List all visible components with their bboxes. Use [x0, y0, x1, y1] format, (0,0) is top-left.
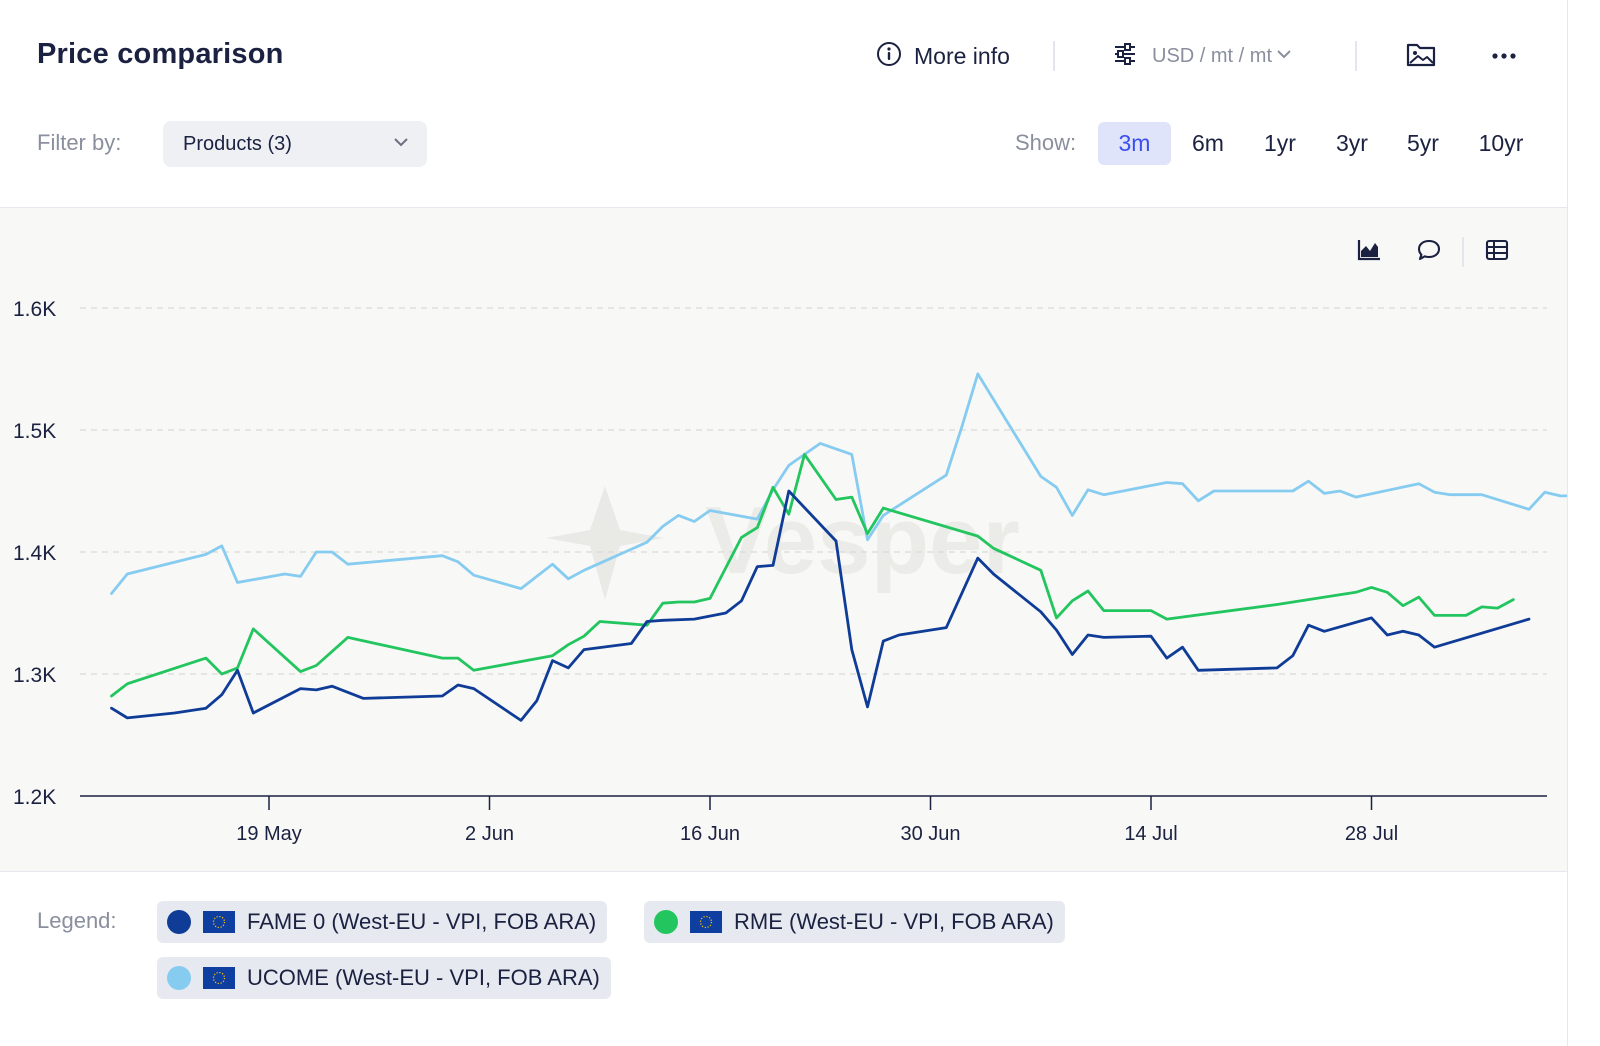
- page-title: Price comparison: [37, 38, 284, 70]
- range-6m-button[interactable]: 6m: [1192, 130, 1224, 156]
- x-tick-label: 28 Jul: [1345, 823, 1398, 845]
- sliders-icon: [1112, 42, 1138, 71]
- eu-flag-icon: [203, 967, 235, 989]
- filter-label: Filter by:: [37, 130, 122, 155]
- range-3yr-button[interactable]: 3yr: [1336, 130, 1368, 156]
- series-color-dot: [167, 910, 191, 934]
- chevron-down-icon: [1276, 47, 1292, 65]
- divider: [1462, 237, 1464, 267]
- chart-area: Vesper 1.2K 1.3K 1.4K 1.5K 1.6K 19 May 2 Jun 1…: [0, 207, 1567, 872]
- table-view-button[interactable]: [1481, 236, 1513, 268]
- range-3m-button[interactable]: 3m: [1098, 122, 1171, 165]
- divider: [1053, 41, 1055, 71]
- more-info-label: More info: [914, 42, 1010, 69]
- more-icon: [1491, 47, 1517, 65]
- units-selector[interactable]: USD / mt / mt: [1112, 38, 1292, 74]
- more-options-button[interactable]: [1486, 38, 1522, 74]
- divider: [1355, 41, 1357, 71]
- y-tick-label: 1.4K: [13, 542, 56, 565]
- series-line-ucome: [110, 372, 1567, 595]
- image-folder-icon: [1406, 41, 1436, 72]
- legend-item-label: FAME 0 (West-EU - VPI, FOB ARA): [247, 909, 597, 934]
- x-tick-label: 2 Jun: [465, 823, 514, 845]
- range-5yr-button[interactable]: 5yr: [1407, 130, 1439, 156]
- chevron-down-icon: [393, 135, 409, 153]
- y-tick-label: 1.6K: [13, 298, 56, 321]
- series-line-fame0: [110, 489, 1531, 722]
- show-label: Show:: [1015, 130, 1077, 155]
- eu-flag-icon: [203, 911, 235, 933]
- legend-item-rme[interactable]: RME (West-EU - VPI, FOB ARA): [644, 901, 1065, 943]
- eu-flag-icon: [690, 911, 722, 933]
- range-10yr-button[interactable]: 10yr: [1478, 130, 1524, 156]
- x-tick-label: 19 May: [236, 823, 302, 845]
- products-filter-dropdown[interactable]: Products (3): [163, 121, 427, 167]
- area-chart-icon: [1356, 238, 1382, 267]
- table-icon: [1484, 238, 1510, 267]
- comments-button[interactable]: [1413, 236, 1445, 268]
- x-tick-label: 16 Jun: [680, 823, 740, 845]
- y-tick-label: 1.5K: [13, 420, 56, 443]
- series-line-rme: [110, 452, 1515, 698]
- x-tick-label: 14 Jul: [1124, 823, 1177, 845]
- comment-icon: [1416, 238, 1442, 267]
- chart-series: [110, 372, 1567, 722]
- legend-label: Legend:: [37, 908, 117, 933]
- info-icon: [876, 41, 902, 72]
- legend-item-fame0[interactable]: FAME 0 (West-EU - VPI, FOB ARA): [157, 901, 608, 943]
- series-color-dot: [654, 910, 678, 934]
- area-chart-view-button[interactable]: [1353, 236, 1385, 268]
- series-color-dot: [167, 966, 191, 990]
- legend-item-label: UCOME (West-EU - VPI, FOB ARA): [247, 965, 600, 990]
- units-label: USD / mt / mt: [1152, 44, 1272, 67]
- x-axis: 19 May 2 Jun 16 Jun 30 Jun 14 Jul 28 Jul: [80, 795, 1547, 845]
- legend-item-ucome[interactable]: UCOME (West-EU - VPI, FOB ARA): [157, 957, 611, 999]
- legend-item-label: RME (West-EU - VPI, FOB ARA): [734, 909, 1054, 934]
- price-line-chart: Vesper 1.2K1.3K1.4K1.5K1.6K 19 May 2 Jun 1…: [13, 298, 1567, 845]
- range-1yr-button[interactable]: 1yr: [1264, 130, 1296, 156]
- export-image-button[interactable]: [1403, 38, 1439, 74]
- y-axis: 1.2K 1.3K 1.4K 1.5K 1.6K: [13, 298, 56, 809]
- y-tick-label: 1.3K: [13, 664, 56, 687]
- x-tick-label: 30 Jun: [900, 823, 960, 845]
- filter-value: Products (3): [183, 132, 292, 155]
- more-info-button[interactable]: More info: [876, 38, 1010, 74]
- y-tick-label: 1.2K: [13, 786, 56, 809]
